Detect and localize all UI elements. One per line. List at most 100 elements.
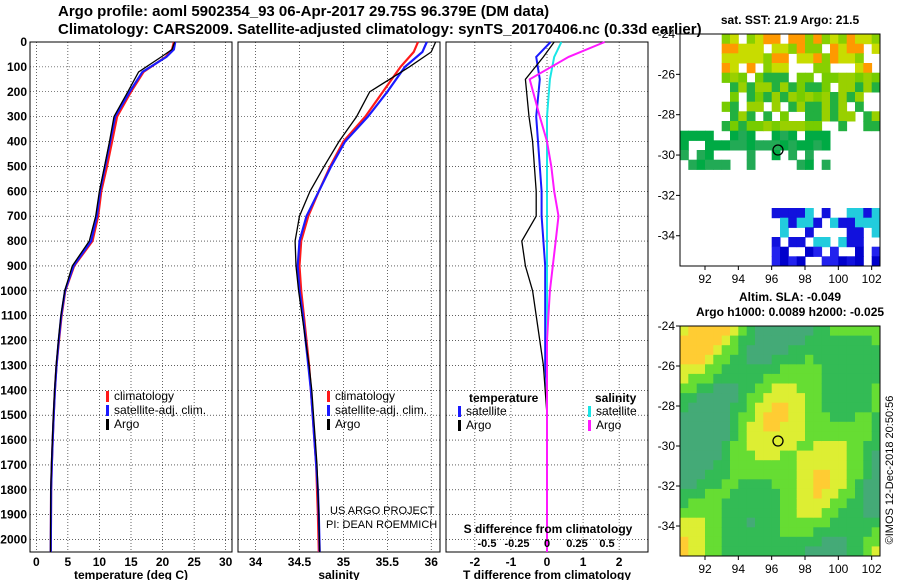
- map-cell: [830, 498, 839, 509]
- legend-swatch: [106, 391, 109, 402]
- map-cell: [780, 508, 789, 519]
- map-cell: [780, 63, 789, 74]
- map-cell: [871, 508, 881, 519]
- map-cell: [846, 402, 856, 413]
- map-cell: [871, 326, 881, 337]
- map-cell: [780, 498, 789, 509]
- y-tick-label: 400: [7, 135, 27, 149]
- map-cell: [746, 527, 756, 538]
- map-cell: [863, 373, 873, 384]
- map-cell: [713, 354, 723, 365]
- map-cell: [746, 111, 756, 122]
- map-cell: [780, 208, 789, 219]
- map-cell: [771, 121, 781, 132]
- map-cell: [796, 72, 806, 83]
- map-cell: [688, 402, 698, 413]
- map-cell: [796, 441, 806, 452]
- map-cell: [763, 111, 773, 122]
- y-tick-label: 100: [7, 60, 27, 74]
- map-cell: [780, 256, 789, 267]
- map-cell: [813, 82, 823, 93]
- map-cell: [788, 335, 798, 346]
- map-cell: [721, 383, 731, 394]
- map-cell: [855, 63, 864, 74]
- map-cell: [705, 527, 714, 538]
- map-cell: [846, 208, 856, 219]
- map-cell: [788, 354, 798, 365]
- map-cell: [813, 217, 823, 228]
- map-cell: [821, 237, 831, 248]
- map-cell: [755, 335, 764, 346]
- map-cell: [863, 335, 873, 346]
- y-tick-label: 0: [20, 35, 27, 49]
- map-cell: [713, 546, 723, 557]
- map-cell: [680, 479, 689, 490]
- map-cell: [780, 227, 789, 238]
- map-cell: [738, 441, 748, 452]
- map-cell: [813, 393, 823, 404]
- map-cell: [688, 441, 698, 452]
- map-cell: [746, 159, 756, 170]
- map-cell: [813, 43, 823, 54]
- map-cell: [696, 441, 706, 452]
- x-axis-label: salinity: [318, 568, 360, 580]
- map-cell: [855, 256, 864, 267]
- map-cell: [838, 412, 848, 423]
- map-cell: [730, 326, 739, 337]
- map-cell: [813, 63, 823, 74]
- map-cell: [738, 508, 748, 519]
- map-cell: [763, 63, 773, 74]
- map-cell: [846, 488, 856, 499]
- map-cell: [780, 527, 789, 538]
- map-cell: [830, 345, 839, 356]
- map-cell: [838, 111, 848, 122]
- map-cell: [838, 82, 848, 93]
- map-cell: [730, 335, 739, 346]
- map-cell: [755, 450, 764, 461]
- map-cell: [813, 237, 823, 248]
- map-cell: [838, 34, 848, 45]
- map-cell: [763, 412, 773, 423]
- map-cell: [805, 92, 814, 103]
- sla-map-subtitle: Argo h1000: 0.0089 h2000: -0.025: [696, 305, 884, 319]
- map-cell: [863, 208, 873, 219]
- map-cell: [721, 412, 731, 423]
- map-cell: [696, 383, 706, 394]
- map-cell: [696, 479, 706, 490]
- map-cell: [771, 326, 781, 337]
- map-cell: [855, 383, 864, 394]
- map-cell: [855, 345, 864, 356]
- map-cell: [713, 364, 723, 375]
- map-cell: [721, 393, 731, 404]
- map-cell: [805, 479, 814, 490]
- map-cell: [780, 92, 789, 103]
- map-cell: [746, 53, 756, 64]
- map-cell: [771, 421, 781, 432]
- map-cell: [763, 498, 773, 509]
- legend-label: Argo: [466, 418, 492, 432]
- map-cell: [688, 345, 698, 356]
- map-cell: [796, 364, 806, 375]
- map-cell: [763, 92, 773, 103]
- map-cell: [688, 450, 698, 461]
- map-cell: [730, 63, 739, 74]
- sst-map-cells: [680, 34, 881, 267]
- map-cell: [871, 121, 881, 132]
- map-cell: [796, 237, 806, 248]
- map-cell: [788, 498, 798, 509]
- map-cell: [796, 421, 806, 432]
- map-cell: [863, 479, 873, 490]
- map-cell: [705, 421, 714, 432]
- map-cell: [705, 536, 714, 547]
- map-y-tick-label: -26: [658, 67, 676, 81]
- map-cell: [805, 527, 814, 538]
- map-cell: [705, 508, 714, 519]
- map-cell: [696, 326, 706, 337]
- map-cell: [738, 335, 748, 346]
- map-cell: [821, 393, 831, 404]
- map-cell: [846, 217, 856, 228]
- map-cell: [805, 431, 814, 442]
- map-cell: [863, 72, 873, 83]
- map-cell: [788, 130, 798, 141]
- map-cell: [746, 63, 756, 74]
